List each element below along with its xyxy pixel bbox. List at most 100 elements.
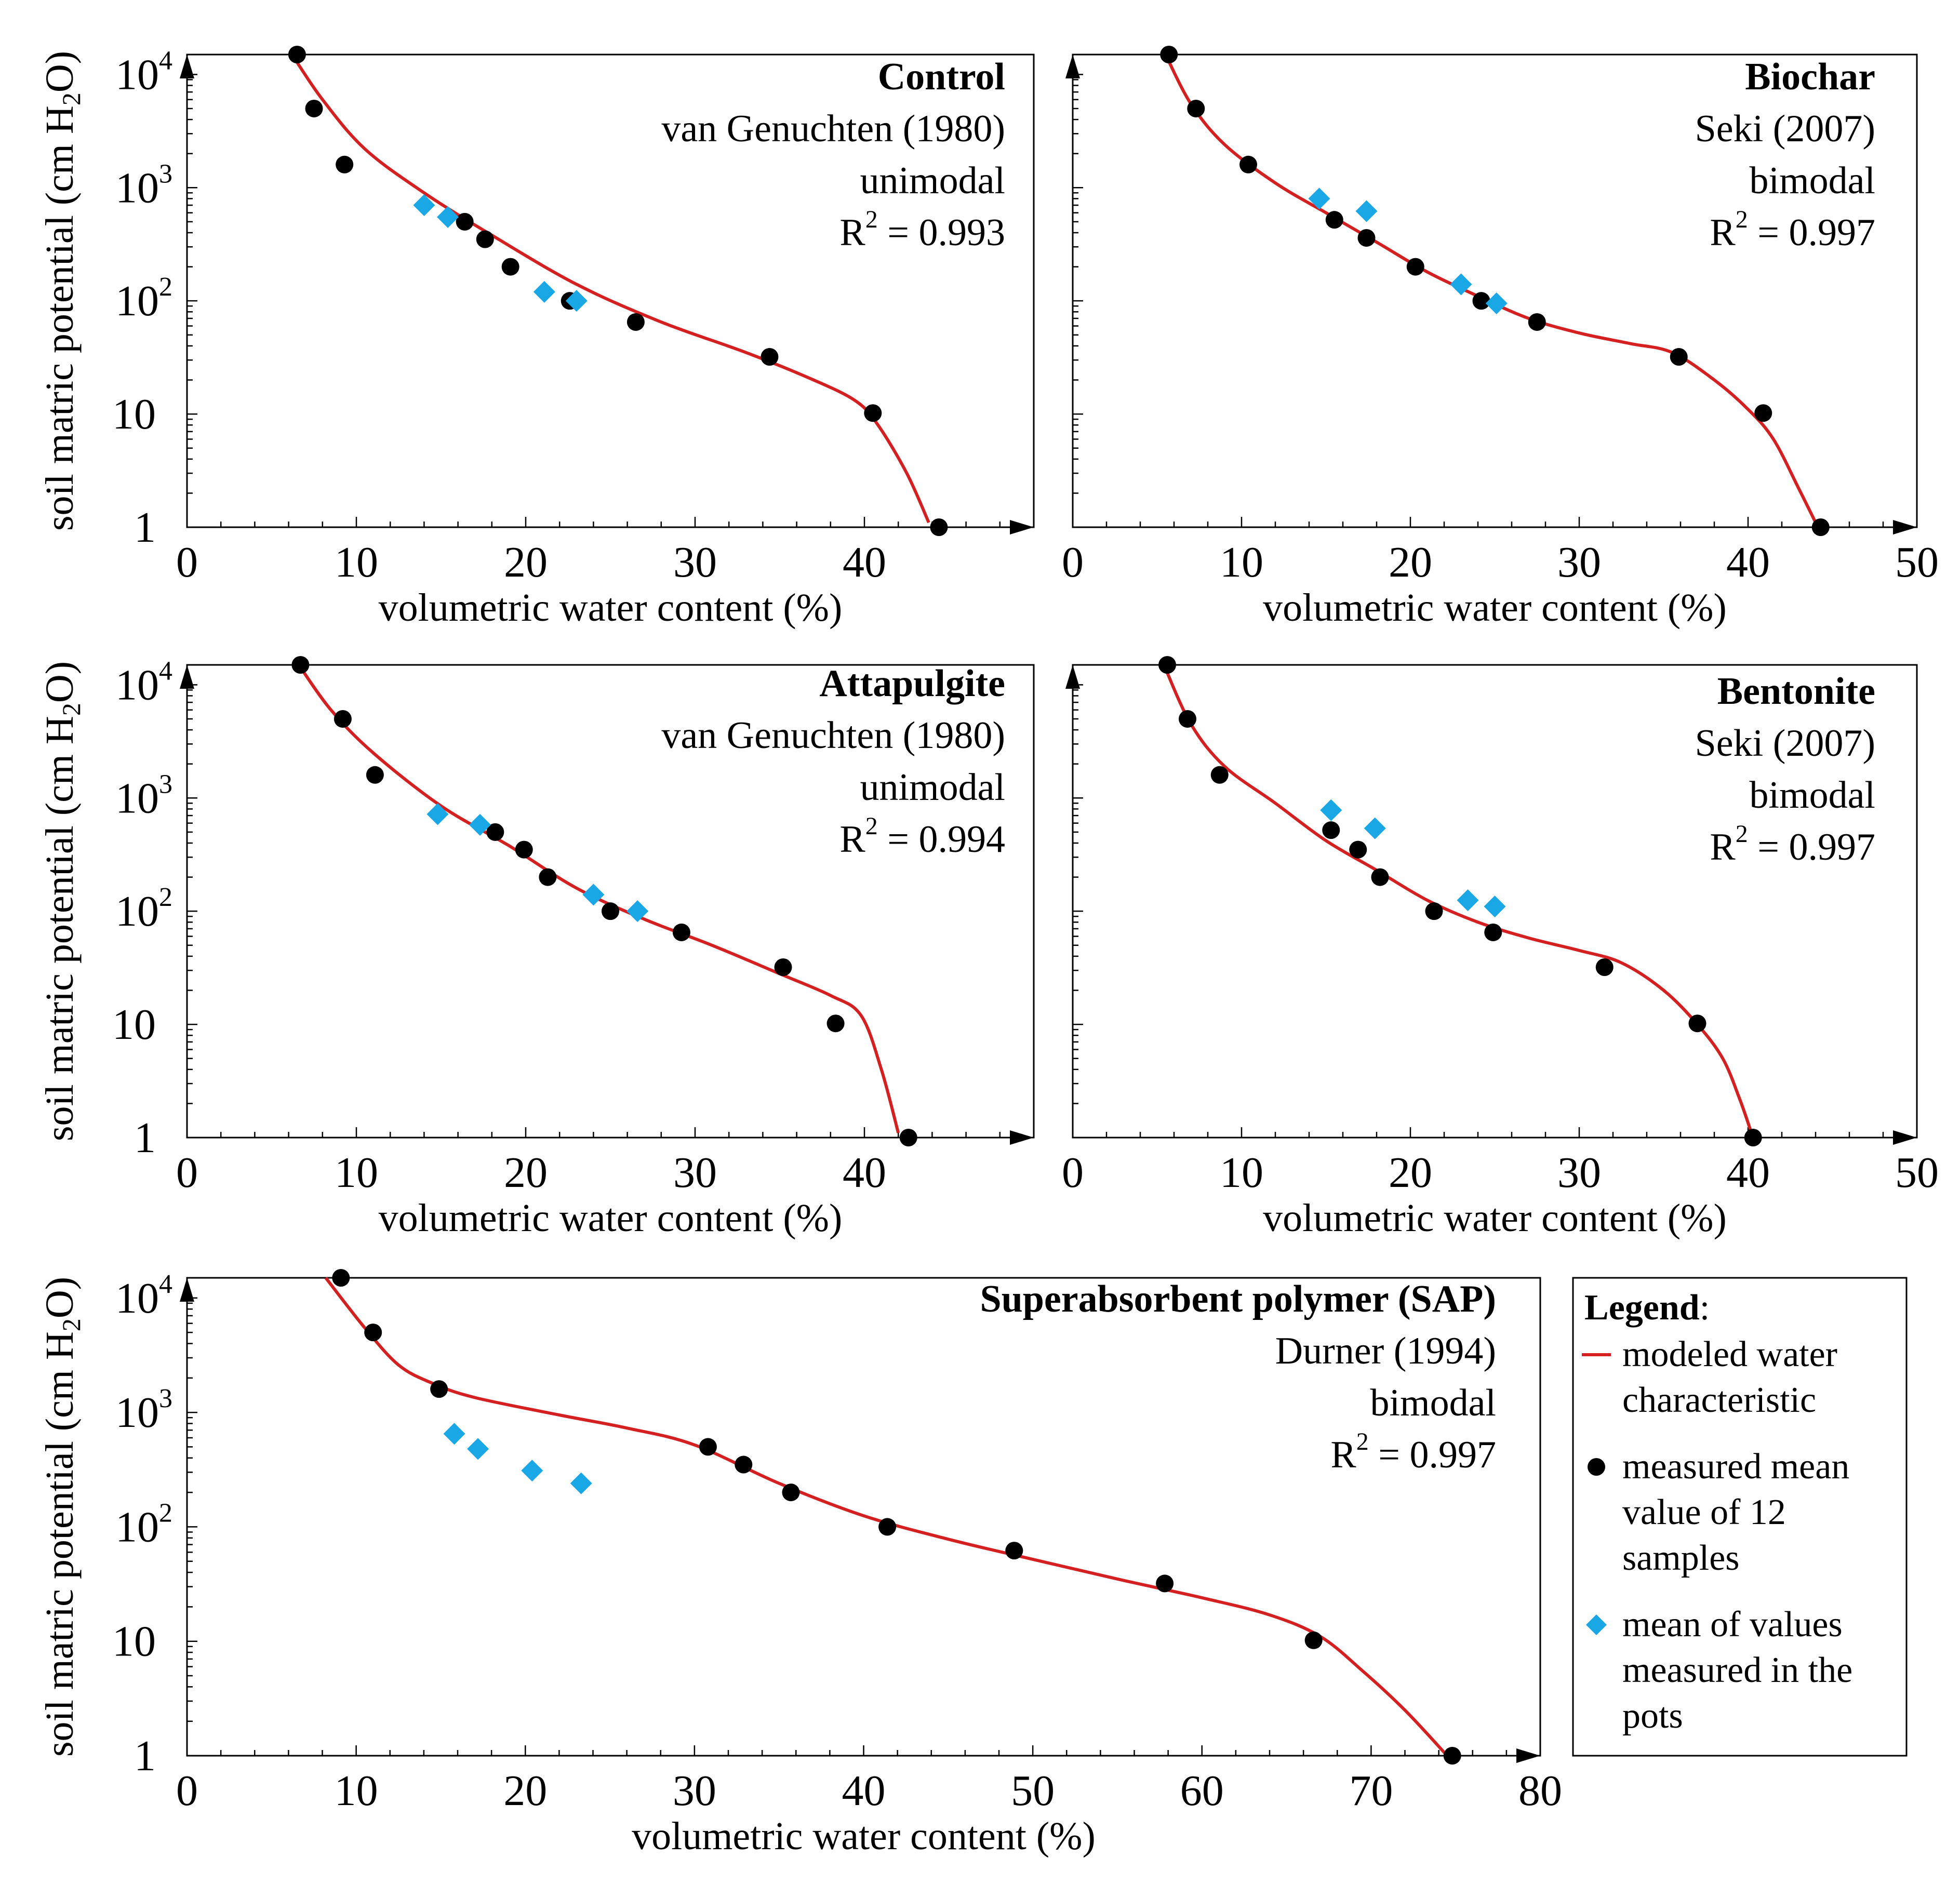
x-tick-label: 50 [1895, 538, 1939, 586]
y-axis-title: soil matric potential (cm H2O) [38, 661, 86, 1141]
measured-point [1156, 1574, 1174, 1593]
measured-point [291, 656, 310, 674]
panel-title: Biochar [1745, 56, 1875, 98]
x-tick-label: 0 [1062, 1148, 1084, 1197]
measured-point [332, 1269, 350, 1287]
legend: Legend: modeled water characteristic measur… [1572, 1277, 1908, 1757]
y-tick-label: 104 [115, 1270, 172, 1322]
x-axis-title: volumetric water content (%) [379, 1196, 843, 1240]
pot-point [1450, 273, 1472, 296]
panel-info-line: bimodal [1370, 1382, 1496, 1424]
panel-title: Control [878, 56, 1005, 98]
x-axis-arrow [1893, 1130, 1917, 1145]
x-tick-label: 20 [503, 1767, 547, 1815]
x-tick-label: 0 [1062, 538, 1084, 586]
y-tick-label: 104 [115, 656, 172, 709]
legend-item-text: measured mean [1622, 1447, 1849, 1487]
pot-point [1355, 200, 1378, 222]
measured-point [1210, 766, 1229, 784]
y-axis-arrow [180, 665, 194, 689]
x-tick-label: 0 [176, 1767, 198, 1815]
pot-point [469, 813, 491, 836]
model-curve [290, 54, 930, 524]
x-tick-label: 40 [1726, 538, 1770, 586]
legend-box [1572, 1277, 1908, 1757]
pot-point [533, 280, 555, 303]
y-tick-label: 104 [115, 46, 172, 99]
y-axis-arrow [180, 1278, 194, 1302]
y-tick-label: 1 [134, 1732, 156, 1780]
measured-point [1754, 404, 1772, 422]
x-tick-label: 30 [673, 538, 717, 586]
measured-point [1239, 155, 1257, 173]
measured-point [1371, 868, 1389, 886]
measured-point [735, 1455, 753, 1474]
r-squared: R2 = 0.997 [1710, 206, 1875, 254]
measured-point [1160, 46, 1178, 63]
measured-point [1528, 313, 1546, 331]
x-tick-label: 10 [335, 1148, 378, 1197]
measured-point [364, 1324, 382, 1342]
y-tick-label: 102 [115, 272, 172, 325]
chart-panel-5: 0 10 20 30 40 50 60 70 80 1 10 102 103 104 volumetric … [38, 1269, 1562, 1858]
y-tick-label: 1 [134, 1114, 156, 1162]
model-curve [1162, 664, 1753, 1133]
legend-item-text: samples [1622, 1538, 1740, 1578]
x-tick-label: 60 [1180, 1767, 1224, 1815]
x-tick-label: 70 [1349, 1767, 1393, 1815]
x-axis-arrow [1516, 1748, 1540, 1763]
pot-point [1457, 889, 1479, 912]
chart-panel-3: 0 10 20 30 40 1 10 102 103 104 volumetric water co… [38, 656, 1035, 1240]
y-tick-label: 10 [112, 1618, 156, 1666]
x-tick-label: 20 [504, 1148, 548, 1197]
panel-info-line: Durner (1994) [1275, 1330, 1496, 1372]
measured-point [1187, 99, 1205, 117]
x-tick-label: 40 [1726, 1148, 1770, 1197]
measured-point [602, 902, 619, 920]
chart-panel-4: 0 10 20 30 40 50 volumetric water content (%) B… [1062, 656, 1939, 1240]
x-tick-label: 50 [1895, 1148, 1939, 1197]
legend-item-text: value of 12 [1622, 1492, 1786, 1532]
legend-item-text: characteristic [1622, 1380, 1816, 1420]
r-squared: R2 = 0.994 [839, 812, 1005, 861]
legend-heading: Legend: [1584, 1288, 1710, 1328]
x-tick-label: 50 [1011, 1767, 1055, 1815]
x-tick-label: 20 [1389, 538, 1432, 586]
panel-title: Bentonite [1717, 670, 1875, 713]
r-squared: R2 = 0.997 [1710, 820, 1875, 869]
legend-item-text: measured in the [1622, 1650, 1852, 1690]
pot-point [570, 1472, 592, 1494]
y-tick-label: 103 [115, 159, 172, 212]
measured-point [288, 46, 306, 63]
measured-point [1688, 1014, 1706, 1033]
measured-point [672, 923, 690, 941]
x-axis-arrow [1010, 1130, 1034, 1145]
measured-point [930, 518, 948, 536]
y-tick-label: 102 [115, 883, 172, 936]
measured-point [1179, 710, 1196, 728]
pot-point [1308, 188, 1330, 210]
x-tick-label: 10 [1220, 1148, 1263, 1197]
x-axis-title: volumetric water content (%) [1263, 1196, 1727, 1240]
pot-point [426, 803, 449, 825]
y-axis-title: soil matric potential (cm H2O) [38, 1277, 86, 1757]
measured-point [1349, 840, 1367, 859]
panel-info-line: van Genuchten (1980) [661, 714, 1005, 757]
measured-point [1005, 1542, 1023, 1560]
panel-info-line: Seki (2007) [1695, 722, 1875, 765]
measured-point [761, 348, 779, 366]
pot-point [582, 884, 605, 906]
measured-point [1484, 923, 1502, 941]
pot-point [1485, 292, 1508, 315]
x-tick-label: 20 [1389, 1148, 1432, 1197]
pot-point [565, 290, 588, 312]
measured-point [1406, 258, 1424, 276]
x-axis-arrow [1010, 520, 1034, 535]
chart-panel-2: 0 10 20 30 40 50 volumetric water content (%) B… [1062, 46, 1939, 630]
panel-title: Attapulgite [819, 662, 1005, 705]
x-tick-label: 30 [673, 1148, 717, 1197]
y-tick-label: 10 [112, 1000, 156, 1049]
pot-point [413, 194, 435, 217]
x-tick-label: 10 [335, 538, 378, 586]
panel-title: Superabsorbent polymer (SAP) [980, 1278, 1496, 1320]
